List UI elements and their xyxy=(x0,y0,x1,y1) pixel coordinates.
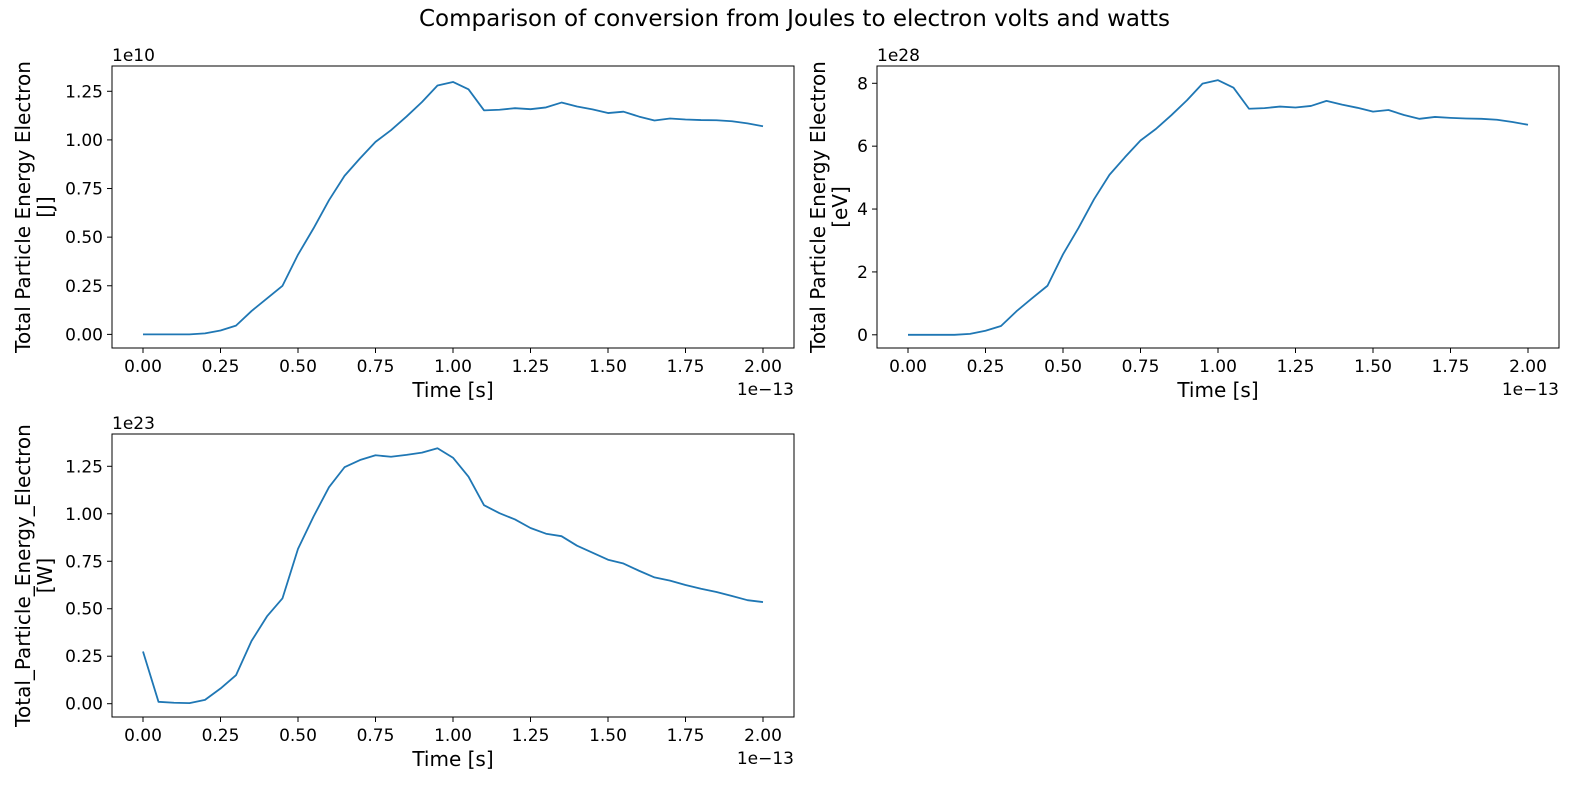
subplot-2-y-tick-label: 0 xyxy=(857,326,868,346)
subplot-1-series-line xyxy=(143,81,764,336)
subplot-1-x-axis-label: Time [s] xyxy=(411,378,493,402)
subplot-2-x-offset-label: 1e−13 xyxy=(1502,380,1559,400)
subplot-2-y-axis-label-line: [eV] xyxy=(828,186,852,228)
subplot-2-x-tick-label: 1.50 xyxy=(1354,357,1392,377)
subplot-2-x-tick-label: 0.50 xyxy=(1044,357,1082,377)
subplot-1-y-axis-label: Total Particle Energy Electron[J] xyxy=(11,61,57,354)
subplot-3-x-tick-label: 1.75 xyxy=(667,726,705,746)
subplot-energy-electron-volts: 1e28 1e−13 Time [s] Total Particle Energ… xyxy=(806,46,1560,402)
subplot-3-x-offset-label: 1e−13 xyxy=(737,749,794,769)
subplot-3-x-tick-label: 1.25 xyxy=(512,726,550,746)
subplot-3-y-axis-label-line: [W] xyxy=(33,558,57,593)
subplot-1-y-tick-label: 0.00 xyxy=(65,325,103,345)
subplot-3-y-tick-label: 0.50 xyxy=(65,600,103,620)
subplot-3-axes-frame xyxy=(111,433,795,718)
subplot-1-y-axis-label-line: Total Particle Energy Electron xyxy=(11,61,35,354)
subplot-3-y-axis-label-line: Total_Particle_Energy_Electron xyxy=(11,424,35,728)
subplot-1-x-tick-label: 0.00 xyxy=(124,357,162,377)
subplot-2-y-tick-label: 8 xyxy=(857,74,868,94)
subplot-1-x-tick-label: 0.50 xyxy=(279,357,317,377)
subplot-1-x-tick-label: 1.00 xyxy=(434,357,472,377)
subplot-2-x-tick-label: 0.25 xyxy=(967,357,1005,377)
subplot-2-axes-frame xyxy=(876,65,1560,349)
subplot-3-y-tick-label: 0.75 xyxy=(65,552,103,572)
subplot-1-axes-frame xyxy=(111,65,795,349)
subplot-2-x-tick-label: 2.00 xyxy=(1509,357,1547,377)
subplot-3-series-line xyxy=(142,447,764,705)
subplot-3-y-tick-label: 1.00 xyxy=(65,505,103,525)
subplot-1-y-offset-label: 1e10 xyxy=(112,46,155,66)
subplot-3-x-tick-label: 2.00 xyxy=(744,726,782,746)
subplot-1-x-tick-label: 1.25 xyxy=(512,357,550,377)
subplot-3-x-tick-label: 1.50 xyxy=(589,726,627,746)
subplot-3-y-axis-label: Total_Particle_Energy_Electron[W] xyxy=(11,424,57,728)
subplot-2-x-tick-label: 1.00 xyxy=(1199,357,1237,377)
subplot-1-x-tick-label: 2.00 xyxy=(744,357,782,377)
subplot-2-y-tick-label: 4 xyxy=(857,200,868,220)
subplot-3-x-axis-label: Time [s] xyxy=(411,747,493,771)
subplot-2-y-tick-label: 2 xyxy=(857,263,868,283)
subplot-3-y-tick-label: 0.00 xyxy=(65,695,103,715)
subplot-energy-watts: 1e23 1e−13 Time [s] Total_Particle_Energ… xyxy=(11,414,795,771)
figure-title: Comparison of conversion from Joules to … xyxy=(418,6,1170,32)
subplot-1-y-tick-label: 0.75 xyxy=(65,180,103,200)
subplot-3-y-tick-label: 1.25 xyxy=(65,457,103,477)
subplot-3-x-tick-label: 0.25 xyxy=(202,726,240,746)
subplot-2-x-tick-label: 0.00 xyxy=(889,357,927,377)
subplot-2-y-axis-label: Total Particle Energy Electron[eV] xyxy=(806,61,852,354)
subplot-1-x-tick-label: 1.75 xyxy=(667,357,705,377)
subplot-1-x-offset-label: 1e−13 xyxy=(737,380,794,400)
subplot-3-y-tick-label: 0.25 xyxy=(65,647,103,667)
subplot-2-x-tick-label: 0.75 xyxy=(1122,357,1160,377)
subplot-2-x-tick-label: 1.25 xyxy=(1277,357,1315,377)
subplot-2-y-tick-label: 6 xyxy=(857,137,868,157)
subplot-1-x-tick-label: 0.25 xyxy=(202,357,240,377)
subplot-1-y-tick-label: 0.50 xyxy=(65,228,103,248)
subplot-2-y-axis-label-line: Total Particle Energy Electron xyxy=(806,61,830,354)
subplot-3-x-tick-label: 0.75 xyxy=(357,726,395,746)
subplot-3-x-tick-label: 1.00 xyxy=(434,726,472,746)
subplot-energy-joules: 1e10 1e−13 Time [s] Total Particle Energ… xyxy=(11,46,795,402)
subplot-3-y-offset-label: 1e23 xyxy=(112,414,155,434)
subplot-1-x-tick-label: 1.50 xyxy=(589,357,627,377)
subplot-2-y-offset-label: 1e28 xyxy=(877,46,920,66)
subplot-1-x-tick-label: 0.75 xyxy=(357,357,395,377)
subplot-1-y-tick-label: 1.25 xyxy=(65,82,103,102)
subplot-3-x-tick-label: 0.00 xyxy=(124,726,162,746)
subplot-1-y-tick-label: 1.00 xyxy=(65,131,103,151)
subplot-1-y-tick-label: 0.25 xyxy=(65,277,103,297)
subplot-2-series-line xyxy=(908,79,1529,336)
subplot-2-x-tick-label: 1.75 xyxy=(1432,357,1470,377)
subplot-3-x-tick-label: 0.50 xyxy=(279,726,317,746)
subplot-2-x-axis-label: Time [s] xyxy=(1176,378,1258,402)
subplot-1-y-axis-label-line: [J] xyxy=(33,196,57,218)
